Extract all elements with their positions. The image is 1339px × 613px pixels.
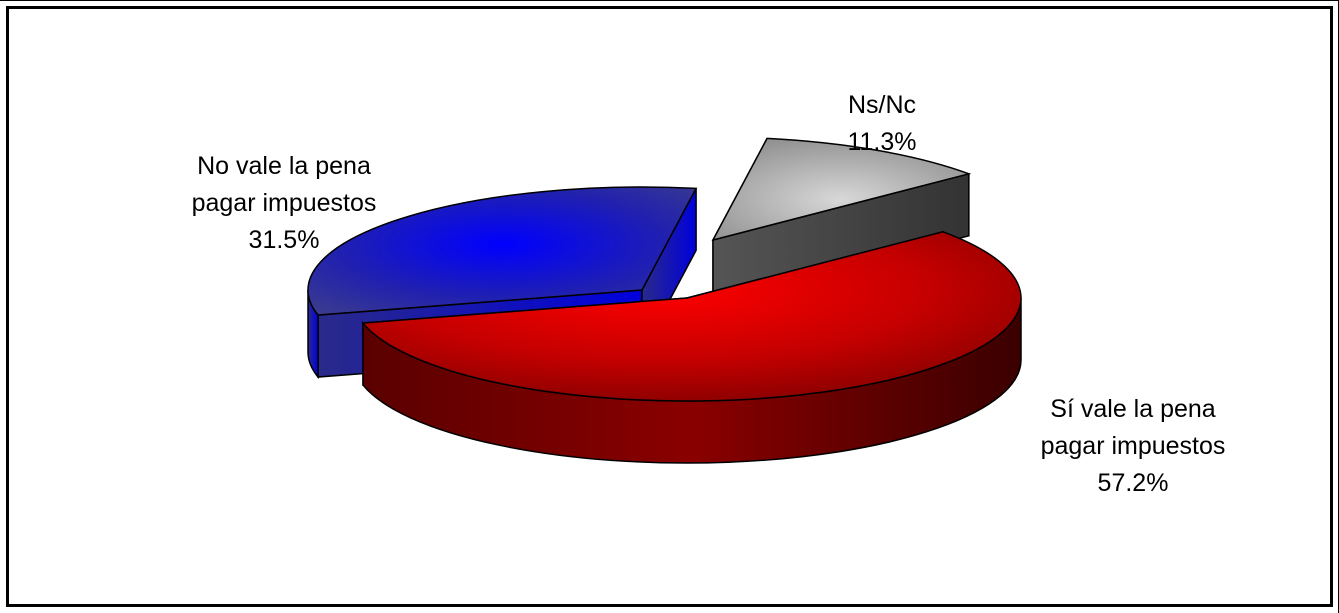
label-no-line: No vale la pena bbox=[197, 152, 371, 180]
label-no-value: 31.5% bbox=[249, 226, 320, 254]
slice-si-top bbox=[361, 231, 1022, 402]
label-si: Sí vale la pena pagar impuestos 57.2% bbox=[1041, 395, 1226, 497]
label-si-line: Sí vale la pena bbox=[1050, 395, 1215, 423]
label-no: No vale la pena pagar impuestos 31.5% bbox=[192, 152, 377, 254]
label-si-line: pagar impuestos bbox=[1041, 432, 1226, 460]
label-nsnc-value: 11.3% bbox=[847, 128, 916, 156]
label-si-value: 57.2% bbox=[1098, 469, 1169, 497]
slice-no-top bbox=[307, 186, 698, 316]
slice-nsnc-top bbox=[711, 137, 972, 242]
label-nsnc: Ns/Nc 11.3% bbox=[847, 91, 916, 156]
label-nsnc-line: Ns/Nc bbox=[848, 91, 916, 119]
label-no-line: pagar impuestos bbox=[192, 189, 377, 217]
slice-si bbox=[361, 230, 1022, 464]
slice-nsnc bbox=[711, 137, 972, 303]
